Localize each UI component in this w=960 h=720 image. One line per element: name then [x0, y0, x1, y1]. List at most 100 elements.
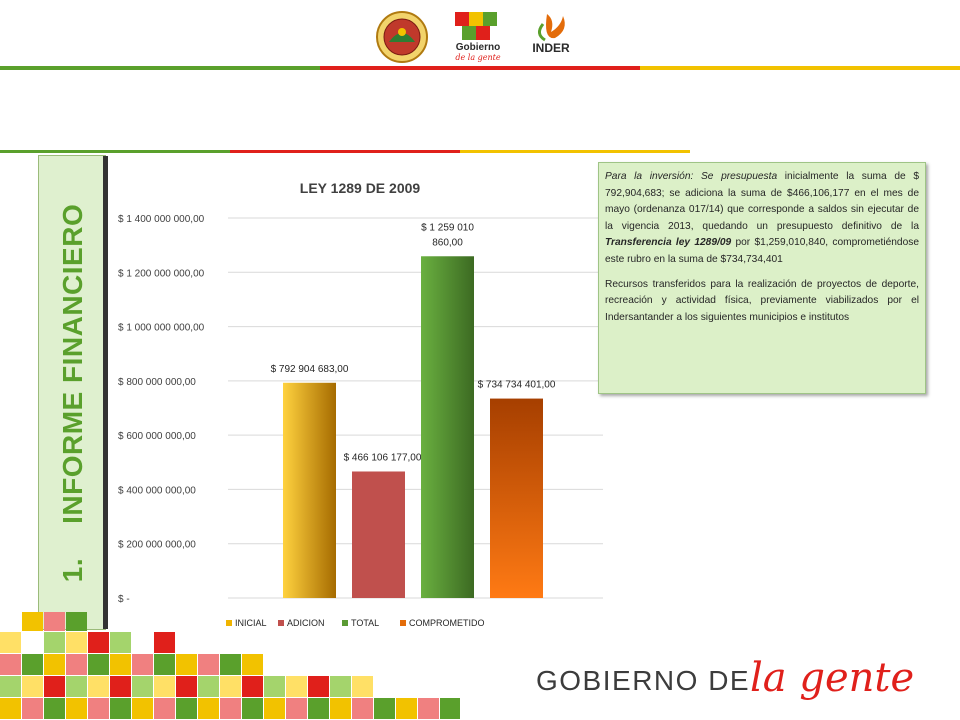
mosaic-tile: [22, 698, 43, 719]
mosaic-tile: [66, 698, 87, 719]
mosaic-tile: [418, 698, 439, 719]
note-paragraph-2: Recursos transferidos para la realizació…: [605, 278, 919, 323]
mosaic-tile: [286, 698, 307, 719]
mosaic-tile: [242, 698, 263, 719]
section-title-text: INFORME FINANCIERO: [57, 203, 88, 524]
mosaic-tile: [198, 654, 219, 675]
mosaic-tile: [154, 654, 175, 675]
section-title-panel: 1. INFORME FINANCIERO: [38, 155, 108, 630]
mosaic-tile: [22, 654, 43, 675]
y-tick-label: $ 1 000 000 000,00: [118, 323, 205, 334]
y-tick-label: $ 200 000 000,00: [118, 540, 196, 551]
mosaic-tile: [22, 676, 43, 697]
chart-bars: [283, 256, 543, 598]
mosaic-tile: [308, 698, 329, 719]
note-bold: Transferencia ley 1289/09: [605, 237, 732, 249]
mosaic-tile: [0, 632, 21, 653]
mosaic-tile: [330, 698, 351, 719]
data-label-total: $ 1 259 010 860,00: [421, 222, 474, 248]
mosaic-tile: [0, 698, 21, 719]
note-text-a: inicialmente la suma de $ 792,904,683; s…: [605, 171, 919, 232]
y-tick-label: $ 1 200 000 000,00: [118, 268, 205, 279]
mosaic-tile: [44, 612, 65, 631]
mosaic-tile: [330, 676, 351, 697]
mosaic-tile: [352, 676, 373, 697]
legend-swatch: [226, 620, 232, 626]
mosaic-tile: [110, 676, 131, 697]
mosaic-tile: [0, 676, 21, 697]
mosaic-tile: [88, 654, 109, 675]
mosaic-tile: [220, 676, 241, 697]
legend-label: ADICION: [287, 618, 325, 628]
legend-swatch: [278, 620, 284, 626]
mosaic-tile: [44, 676, 65, 697]
mosaic-tile: [220, 654, 241, 675]
mosaic-tile: [154, 698, 175, 719]
legend-label: COMPROMETIDO: [409, 618, 485, 628]
investment-note: Para la inversión: Se presupuesta inicia…: [598, 162, 926, 394]
y-tick-label: $ 800 000 000,00: [118, 377, 196, 388]
bar-total: [421, 256, 474, 598]
department-seal-icon: [376, 11, 428, 63]
mosaic-tile: [154, 632, 175, 653]
panel-shadow-edge: [103, 156, 108, 629]
legend-swatch: [342, 620, 348, 626]
header-stripe: [0, 66, 960, 70]
mosaic-tile: [88, 698, 109, 719]
mosaic-tile: [88, 632, 109, 653]
chart-legend: INICIAL ADICION TOTAL COMPROMETIDO: [226, 618, 485, 628]
header-logos: Gobierno de la gente INDER: [375, 10, 595, 66]
gobierno-logo-icon: Gobierno de la gente: [455, 12, 501, 62]
y-tick-label: $ 600 000 000,00: [118, 431, 196, 442]
note-paragraph-1: Para la inversión: Se presupuesta inicia…: [605, 169, 919, 269]
mosaic-tile: [242, 676, 263, 697]
mosaic-tile: [374, 698, 395, 719]
mosaic-tile: [110, 698, 131, 719]
bar-adicion: [352, 471, 405, 598]
mosaic-tile: [132, 698, 153, 719]
gobierno-logo-line2: de la gente: [455, 53, 500, 62]
note-lead: Para la inversión: Se presupuesta: [605, 171, 778, 182]
gobierno-logo-line1: Gobierno: [456, 42, 500, 53]
footer-brand-cursive: la gente: [750, 655, 915, 701]
mosaic-tile: [440, 698, 460, 719]
mosaic-tile: [88, 676, 109, 697]
mosaic-tile: [396, 698, 417, 719]
section-stripe: [0, 150, 690, 153]
bar-comprometido: [490, 398, 543, 598]
mosaic-tile: [286, 676, 307, 697]
mosaic-tile: [220, 698, 241, 719]
data-label-adicion: $ 466 106 177,00: [344, 452, 422, 463]
mosaic-tile: [176, 698, 197, 719]
section-title: 1. INFORME FINANCIERO: [57, 204, 89, 582]
bar-chart: LEY 1289 DE 2009 $ - $ 200 000 000,00 $ 40…: [118, 180, 603, 628]
bar-inicial: [283, 382, 336, 598]
mosaic-tile: [110, 654, 131, 675]
y-axis-ticks: $ - $ 200 000 000,00 $ 400 000 000,00 $ 600…: [118, 214, 205, 605]
mosaic-tile: [198, 698, 219, 719]
mosaic-tile: [0, 654, 21, 675]
inder-logo-text: INDER: [532, 41, 570, 55]
inder-logo-icon: INDER: [532, 14, 570, 55]
legend-label: TOTAL: [351, 618, 379, 628]
mosaic-tile: [242, 654, 263, 675]
legend-label: INICIAL: [235, 618, 267, 628]
y-tick-label: $ 400 000 000,00: [118, 485, 196, 496]
mosaic-tile: [66, 632, 87, 653]
legend-swatch: [400, 620, 406, 626]
y-tick-label: $ -: [118, 594, 130, 605]
note-text-b: por $1,259,010,840, comprometiéndose est…: [605, 237, 920, 265]
mosaic-tile: [110, 632, 131, 653]
footer-brand: GOBIERNO DE: [536, 665, 751, 696]
mosaic-tile: [66, 676, 87, 697]
mosaic-tile: [66, 654, 87, 675]
mosaic-tile: [264, 698, 285, 719]
chart-title: LEY 1289 DE 2009: [300, 180, 421, 196]
mosaic-tile: [176, 676, 197, 697]
mosaic-tile: [22, 612, 43, 631]
mosaic-tile: [176, 654, 197, 675]
mosaic-tile: [44, 698, 65, 719]
mosaic-tile: [198, 676, 219, 697]
mosaic-tile: [132, 654, 153, 675]
mosaic-tile: [44, 654, 65, 675]
